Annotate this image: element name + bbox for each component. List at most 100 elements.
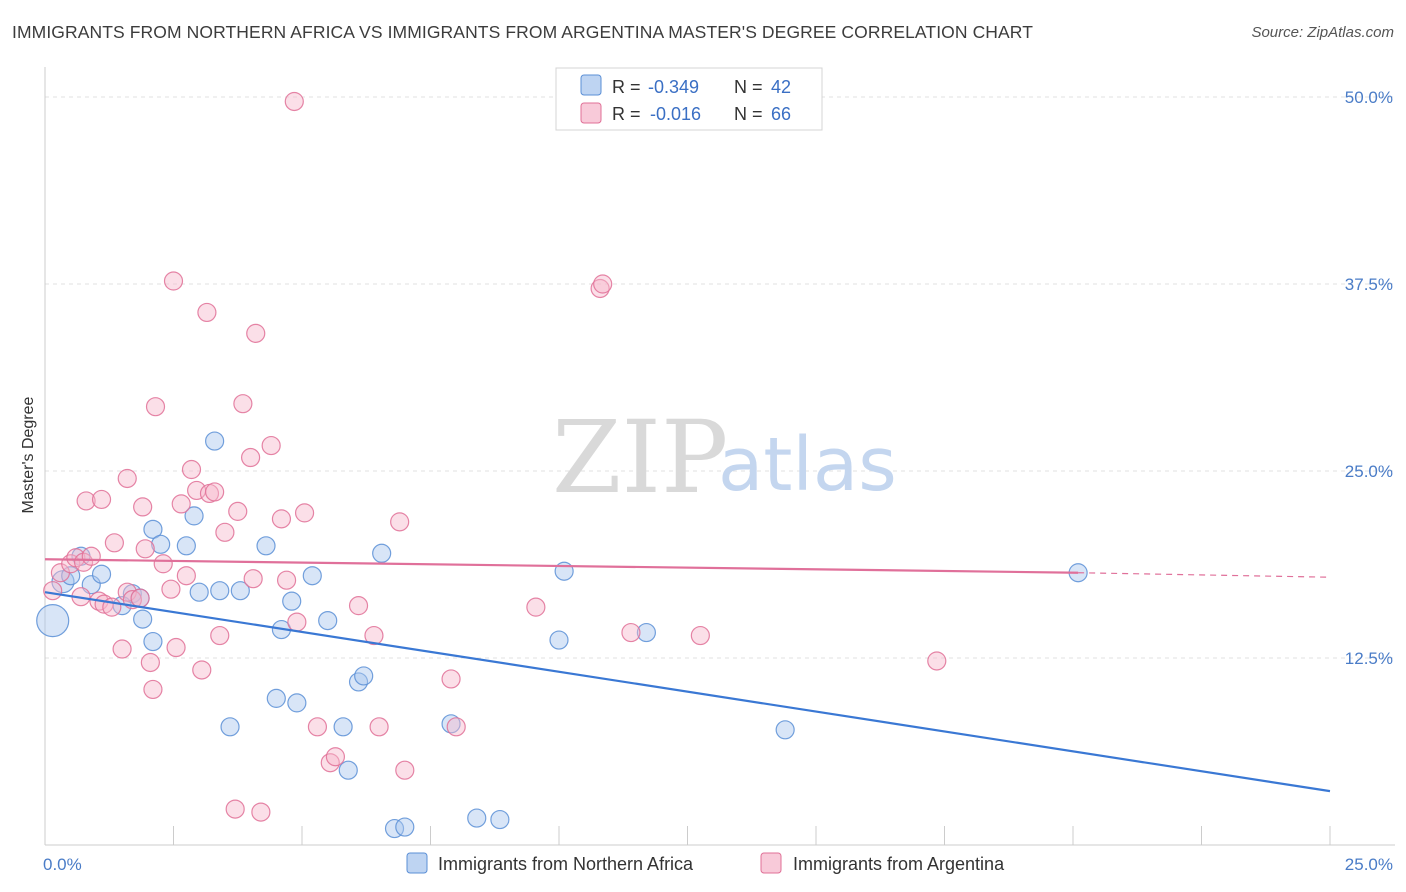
point-argentina-50 [307,717,328,737]
point-argentina-59 [446,717,466,737]
point-argentina-22 [145,397,166,417]
point-argentina-60 [526,597,546,617]
point-argentina-39 [233,394,253,414]
point-argentina-28 [176,566,196,586]
point-argentina-46 [276,570,297,590]
point-northern-africa-18 [220,717,240,737]
legend-r-label-1: R = [612,104,641,124]
axes [44,67,1395,846]
trend-line-argentina [44,558,1079,574]
y-axis-title: Master's Degree [20,396,37,513]
series-legend-label-0: Immigrants from Northern Africa [438,854,694,874]
point-northern-africa-9 [133,609,153,629]
chart-title: IMMIGRANTS FROM NORTHERN AFRICA VS IMMIG… [12,22,1034,42]
point-argentina-56 [390,512,410,532]
y-tick-label-1: 25.0% [1345,462,1393,481]
point-argentina-21 [143,679,163,700]
point-argentina-26 [166,637,186,658]
point-argentina-35 [210,625,230,646]
legend-r-label-0: R = [612,77,641,97]
trend-line-argentina-extension [1078,572,1331,578]
point-argentina-37 [225,799,245,819]
point-northern-africa-13 [176,536,196,556]
point-northern-africa-0 [36,603,70,638]
point-northern-africa-28 [338,760,358,780]
series-legend-swatch-blue [406,852,428,874]
point-northern-africa-37 [549,630,569,650]
legend-n-label-1: N = [734,104,763,124]
stats-legend: R = -0.349 N = 42 R = -0.016 N = 66 [555,67,823,131]
point-northern-africa-12 [151,534,171,554]
point-northern-africa-26 [318,610,338,631]
point-northern-africa-35 [467,808,487,828]
point-argentina-34 [205,482,225,502]
point-northern-africa-5 [91,564,112,584]
series-legend-label-1: Immigrants from Argentina [793,854,1005,874]
point-argentina-62 [593,274,613,294]
x-tick-labels: 0.0% 25.0% [43,855,1393,874]
point-argentina-64 [690,625,710,646]
point-argentina-7 [81,546,101,566]
point-northern-africa-20 [256,536,276,556]
x-tick-label-0: 0.0% [43,855,82,874]
legend-n-label-0: N = [734,77,763,97]
trend-line-northern-africa [44,591,1331,793]
point-argentina-54 [364,625,384,646]
y-tick-label-0: 12.5% [1345,649,1393,668]
point-argentina-42 [246,323,266,343]
point-northern-africa-15 [189,582,209,602]
point-argentina-29 [181,459,202,480]
point-argentina-27 [171,494,191,514]
y-tick-label-2: 37.5% [1345,275,1393,294]
point-argentina-36 [215,522,235,542]
point-northern-africa-19 [230,581,250,601]
point-northern-africa-16 [205,431,225,451]
point-northern-africa-36 [490,809,510,830]
point-argentina-31 [192,660,212,680]
series-legend: Immigrants from Northern Africa Immigran… [406,852,1005,874]
legend-swatch-blue [580,74,602,96]
point-argentina-44 [261,435,281,456]
point-northern-africa-40 [775,720,795,740]
point-argentina-49 [294,503,315,523]
point-argentina-41 [243,569,263,589]
y-tick-labels: 12.5% 25.0% 37.5% 50.0% [1345,88,1393,668]
watermark-zip: ZIP [552,399,728,516]
y-tick-label-3: 50.0% [1345,88,1393,107]
point-argentina-20 [140,652,160,673]
series-legend-swatch-pink [760,852,782,874]
point-argentina-40 [241,447,261,468]
point-argentina-55 [369,717,389,737]
point-argentina-57 [395,760,415,780]
legend-r-value-0: -0.349 [648,77,699,97]
point-argentina-65 [927,651,947,671]
point-argentina-17 [130,588,150,608]
point-northern-africa-23 [282,591,302,611]
point-northern-africa-25 [302,566,322,586]
point-argentina-53 [348,596,369,616]
point-northern-africa-30 [354,666,374,686]
point-argentina-48 [287,612,307,632]
legend-r-value-1: -0.016 [650,104,701,124]
point-argentina-9 [91,489,112,510]
point-argentina-6 [76,491,96,511]
point-northern-africa-34 [441,714,461,734]
point-argentina-24 [161,579,181,599]
watermark-atlas: atlas [718,422,897,508]
point-argentina-43 [251,802,271,822]
point-northern-africa-10 [143,631,163,652]
point-argentina-13 [112,639,132,659]
point-argentina-47 [284,91,304,112]
point-northern-africa-33 [395,817,415,837]
legend-n-value-0: 42 [771,77,791,97]
point-northern-africa-24 [287,693,307,713]
legend-swatch-pink [580,102,602,124]
point-northern-africa-27 [333,717,353,737]
point-northern-africa-31 [372,543,392,563]
point-argentina-38 [228,501,248,521]
point-northern-africa-32 [384,818,405,839]
point-argentina-5 [73,552,94,572]
point-northern-africa-39 [636,622,656,643]
trend-lines [44,558,1331,793]
